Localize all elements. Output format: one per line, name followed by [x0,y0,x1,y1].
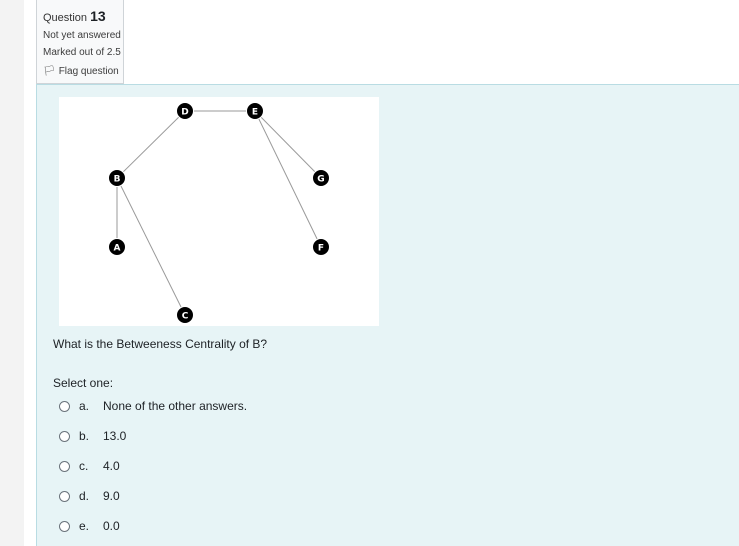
option-b-letter: b. [79,429,90,443]
question-label: Question [43,12,88,24]
graph-node-label-D: D [181,108,188,118]
option-d[interactable]: d. 9.0 [59,489,120,503]
graph-node-label-E: E [252,108,258,118]
graph-node-label-G: G [317,175,324,185]
option-a-radio[interactable] [59,400,70,412]
graph-node-label-C: C [182,312,189,322]
question-number-value: 13 [90,8,106,24]
option-e-radio[interactable] [59,520,70,532]
question-number: Question 13 [43,8,123,24]
select-one-prompt: Select one: [53,376,114,390]
option-b-radio[interactable] [59,430,70,442]
graph-node-D: D [176,102,194,120]
question-info-panel: Question 13 Not yet answered Marked out … [36,0,124,84]
option-c-text: 4.0 [103,459,120,473]
option-e-text: 0.0 [103,519,120,533]
answer-status: Not yet answered [43,30,121,41]
graph-node-circle-A [108,238,126,256]
graph-image: D E B G A F C [59,97,379,326]
graph-edge-B-C [116,177,186,316]
option-c-radio[interactable] [59,460,70,472]
question-content: D E B G A F C What is the Betweeness Centralit… [36,84,739,546]
option-b-text: 13.0 [103,429,127,443]
graph-node-circle-C [176,306,194,324]
graph-node-circle-F [312,238,330,256]
graph-node-label-F: F [318,244,324,254]
flag-question-link[interactable]: 🏳 Flag question [43,66,123,77]
graph-edge-E-G [254,110,322,179]
graph-edge-E-F [254,110,322,248]
graph-node-G: G [312,169,330,187]
option-d-letter: d. [79,489,90,503]
graph-node-label-B: B [114,175,121,185]
option-c-letter: c. [79,459,89,473]
option-e[interactable]: e. 0.0 [59,519,120,533]
option-a-text: None of the other answers. [103,399,248,413]
option-b[interactable]: b. 13.0 [59,429,126,443]
flag-icon: 🏳 [43,66,56,77]
option-d-radio[interactable] [59,490,70,502]
option-e-letter: e. [79,519,90,533]
graph-node-C: C [176,306,194,324]
option-a-letter: a. [79,399,90,413]
graph-node-B: B [108,169,126,187]
flag-question-label: Flag question [58,66,119,77]
graph-edge-D-B [116,110,186,179]
marks-info: Marked out of 2.5 [43,47,121,58]
graph-node-circle-B [108,169,126,187]
option-d-text: 9.0 [103,489,120,503]
graph-node-A: A [108,238,126,256]
graph-svg: D E B G A F C [108,102,330,324]
graph-node-circle-E [246,102,264,120]
left-gutter [0,0,24,546]
graph-node-label-A: A [114,244,121,254]
graph-node-circle-D [176,102,194,120]
question-text: What is the Betweeness Centrality of B? [53,337,268,351]
graph-node-circle-G [312,169,330,187]
graph-node-F: F [312,238,330,256]
option-a[interactable]: a. None of the other answers. [59,399,247,413]
option-c[interactable]: c. 4.0 [59,459,120,473]
graph-node-E: E [246,102,264,120]
